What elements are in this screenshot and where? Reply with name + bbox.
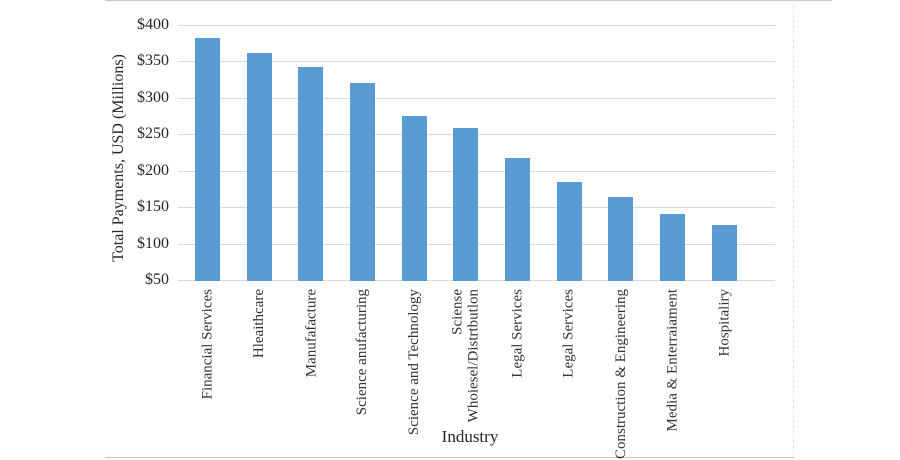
bottom-border-line [105, 457, 795, 458]
y-tick-label: $150 [137, 198, 169, 216]
gridline [178, 97, 775, 99]
x-tick-label: Construction & Engineering [612, 289, 629, 459]
y-tick-label: $200 [137, 161, 169, 179]
x-tick-label: Financial Services [199, 289, 216, 400]
x-axis-title: Industry [441, 427, 499, 446]
x-tick-label: Media & Enterraiament [664, 289, 681, 432]
bar [608, 196, 634, 281]
x-tick-label: Science anufacturing [354, 289, 371, 416]
bar [298, 67, 324, 281]
bar [711, 224, 737, 281]
gridline [178, 61, 775, 63]
bar [349, 82, 375, 281]
bar [195, 38, 220, 281]
bar [556, 181, 582, 281]
y-axis-title: Total Payments, USD (Millions) [110, 54, 127, 262]
x-tick-label: Science and Technology [406, 289, 423, 436]
x-tick-label: Sciense Whoiesel/Distrtbutlon [449, 289, 482, 423]
bar [504, 157, 530, 281]
x-tick-label: Legal Services [509, 289, 526, 378]
x-tick-label: Manufafacture [302, 289, 319, 378]
y-tick-label: $300 [137, 88, 169, 106]
top-border-line [105, 0, 832, 1]
y-tick-label: $50 [145, 271, 169, 288]
x-tick-label: Hleaithcare [251, 289, 268, 359]
y-tick-label: $250 [137, 125, 169, 143]
bar [453, 128, 479, 281]
bar [659, 214, 685, 281]
bar [401, 116, 427, 281]
right-dashed-line [793, 0, 794, 458]
bar [246, 52, 272, 281]
y-tick-label: $100 [137, 234, 169, 252]
y-tick-label: $350 [137, 52, 169, 70]
gridline [178, 25, 775, 26]
x-tick-label: Hospitaliry [716, 289, 732, 357]
y-tick-label: $400 [137, 16, 169, 33]
x-tick-label: Legal Services [561, 289, 578, 378]
